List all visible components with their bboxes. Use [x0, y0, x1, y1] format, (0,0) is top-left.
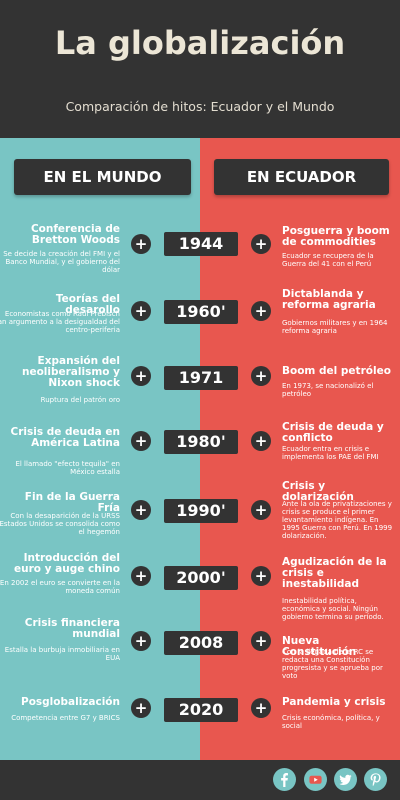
year-label: 2020	[164, 698, 238, 722]
ecuador-expand-button[interactable]: +	[251, 631, 271, 651]
ecuador-expand-button[interactable]: +	[251, 698, 271, 718]
ecuador-expand-button[interactable]: +	[251, 234, 271, 254]
year-label: 1990'	[164, 499, 238, 523]
timeline-row: Teorías del desarollo Economistas como R…	[0, 288, 400, 362]
world-event-title: Conferencia de Bretton Woods	[30, 223, 120, 246]
ecuador-event-desc: Ecuador se recupera de la Guerra del 41 …	[282, 252, 374, 268]
world-event-title: Crisis financiera mundial	[24, 617, 120, 640]
world-event-desc: Estalla la burbuja inmobiliaria en EUA	[4, 646, 120, 662]
timeline-row: Conferencia de Bretton Woods Se decide l…	[0, 224, 400, 294]
year-label: 1980'	[164, 430, 238, 454]
ecuador-event-title: Crisis de deuda y conflicto	[282, 421, 384, 444]
world-event-desc: En 2002 el euro se convierte en la moned…	[0, 579, 120, 595]
page-subtitle: Comparación de hitos: Ecuador y el Mundo	[65, 99, 335, 114]
ecuador-event-title: Agudización de la crisis e inestabilidad	[282, 556, 387, 590]
page-title: La globalización	[54, 24, 346, 62]
ecuador-event-desc: Ecuador entra en crisis e implementa los…	[282, 445, 379, 461]
ecuador-expand-button[interactable]: +	[251, 566, 271, 586]
world-event-desc: Economistas como Raúl Prebisch dan argum…	[0, 310, 120, 334]
ecuador-event-desc: Crisis económica, política, y social	[282, 714, 380, 730]
ecuador-event-desc: Inestabilidad política, económica y soci…	[282, 597, 384, 621]
world-expand-button[interactable]: +	[131, 500, 151, 520]
ecuador-event-desc: Ante la ola de privatizaciones y crisis …	[282, 500, 393, 540]
ecuador-event-desc: Gobiernos militares y en 1964 reforma ag…	[282, 319, 388, 335]
world-event-title: Fin de la Guerra Fría	[24, 491, 120, 514]
world-event-desc: Ruptura del patrón oro	[40, 396, 120, 404]
world-event-desc: Se decide la creación del FMI y el Banco…	[3, 250, 120, 274]
ecuador-event-title: Nueva Constitución	[282, 635, 357, 658]
world-expand-button[interactable]: +	[131, 698, 151, 718]
world-expand-button[interactable]: +	[131, 631, 151, 651]
world-event-title: Crisis de deuda en América Latina	[10, 426, 121, 449]
year-label: 2008	[164, 631, 238, 655]
pinterest-icon[interactable]	[364, 768, 387, 791]
timeline-row: Crisis financiera mundial Estalla la bur…	[0, 618, 400, 698]
world-expand-button[interactable]: +	[131, 301, 151, 321]
facebook-icon[interactable]	[273, 768, 296, 791]
year-label: 2000'	[164, 566, 238, 590]
world-event-title: Teorías del desarollo	[55, 293, 120, 316]
ecuador-expand-button[interactable]: +	[251, 500, 271, 520]
ecuador-event-desc: Con la llegada de la RC se redacta una C…	[282, 648, 383, 680]
timeline-row: Fin de la Guerra Fría Con la desaparició…	[0, 481, 400, 562]
ecuador-expand-button[interactable]: +	[251, 366, 271, 386]
twitter-glyph	[339, 774, 352, 785]
twitter-icon[interactable]	[334, 768, 357, 791]
ecuador-column-header: EN ECUADOR	[214, 159, 389, 195]
footer	[0, 760, 400, 800]
world-event-desc: El llamado "efecto tequila" en México es…	[15, 460, 120, 476]
youtube-icon[interactable]	[304, 768, 327, 791]
timeline-row: Introducción del euro y auge chino En 20…	[0, 553, 400, 633]
timeline-row: Expansión del neoliberalismo y Nixon sho…	[0, 356, 400, 426]
header: La globalización Comparación de hitos: E…	[0, 0, 400, 138]
youtube-glyph	[309, 775, 322, 784]
world-event-title: Expansión del neoliberalismo y Nixon sho…	[21, 355, 120, 389]
pinterest-glyph	[370, 773, 381, 787]
facebook-glyph	[281, 773, 288, 787]
ecuador-event-desc: En 1973, se nacionalizó el petróleo	[282, 382, 374, 398]
world-expand-button[interactable]: +	[131, 431, 151, 451]
ecuador-event-title: Dictablanda y reforma agraria	[282, 288, 376, 311]
world-expand-button[interactable]: +	[131, 366, 151, 386]
world-expand-button[interactable]: +	[131, 234, 151, 254]
ecuador-event-title: Crisis y dolarización	[282, 480, 354, 503]
year-label: 1971	[164, 366, 238, 390]
world-event-title: Posglobalización	[21, 696, 120, 708]
timeline-row: Crisis de deuda en América Latina El lla…	[0, 421, 400, 495]
world-event-desc: Con la desaparición de la URSS Estados U…	[0, 512, 120, 536]
world-expand-button[interactable]: +	[131, 566, 151, 586]
year-label: 1960'	[164, 300, 238, 324]
ecuador-expand-button[interactable]: +	[251, 301, 271, 321]
timeline-row: Posglobalización Competencia entre G7 y …	[0, 695, 400, 765]
world-event-title: Introducción del euro y auge chino	[14, 552, 120, 575]
world-event-desc: Competencia entre G7 y BRICS	[11, 714, 120, 722]
ecuador-event-title: Posguerra y boom de commodities	[282, 225, 390, 248]
ecuador-event-title: Boom del petróleo	[282, 365, 391, 377]
ecuador-expand-button[interactable]: +	[251, 431, 271, 451]
year-label: 1944	[164, 232, 238, 256]
world-column-header: EN EL MUNDO	[14, 159, 191, 195]
ecuador-event-title: Pandemia y crisis	[282, 696, 386, 708]
